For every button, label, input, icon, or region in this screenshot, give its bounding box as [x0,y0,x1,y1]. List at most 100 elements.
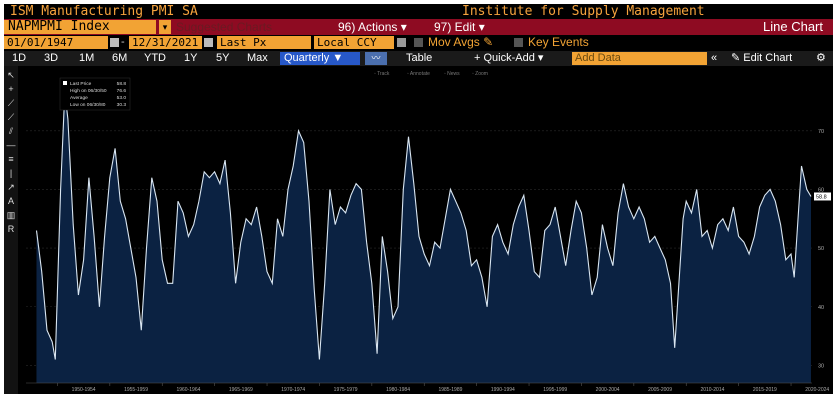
range-max-button[interactable]: Max [247,52,268,64]
mov-avgs-checkbox[interactable] [414,38,423,47]
last-value-label: 58.8 [816,194,827,200]
x-tick-label: 1970-1974 [281,387,305,393]
source-name: Institute for Supply Management [462,4,705,19]
key-events-checkbox[interactable] [514,38,523,47]
y-tick-label: 70 [818,129,824,135]
currency-field[interactable]: Local CCY [314,36,394,49]
y-tick-label: 40 [818,305,824,311]
gear-icon[interactable]: ⚙ [816,52,826,64]
legend-label: Low on 06/30/80 [70,102,106,108]
chevron-down-icon: ▾ [478,20,485,34]
bloomberg-chart-window: ISM Manufacturing PMI SA Institute for S… [4,4,833,394]
fibonacci-icon[interactable]: ≡ [8,154,14,164]
plus-icon[interactable]: + [8,84,14,94]
cursor-icon[interactable]: ↖ [7,70,15,80]
chart-area: ◦ Track ◦ Annotate ◦ News ◦ Zoom 30 40 50 60 70 5… [4,66,833,394]
legend-label: High on 06/30/50 [70,88,107,94]
currency-dropdown-icon[interactable] [397,38,406,47]
price-field[interactable]: Last Px [217,36,311,49]
pencil-icon: ✎ [483,35,494,49]
x-tick-label: 1990-1994 [491,387,515,393]
triangle-down-icon: ▼ [332,52,344,64]
frequency-dropdown[interactable]: Quarterly ▼ [280,52,360,65]
chart-title: ISM Manufacturing PMI SA [10,4,198,19]
quick-add-label: Quick-Add [483,52,535,64]
x-tick-label: 1995-1999 [543,387,567,393]
legend-value: 76.6 [117,88,127,94]
edit-label: 97) Edit [434,20,476,34]
x-tick-label: 2010-2014 [700,387,724,393]
pmi-area-chart: ◦ Track ◦ Annotate ◦ News ◦ Zoom 30 40 50 60 70 5… [26,71,831,393]
x-tick-label: 1985-1989 [438,387,462,393]
mini-tab-3: ◦ Zoom [472,71,488,77]
trend-line-icon[interactable]: ⟋ [7,98,15,108]
series-line [35,92,812,360]
chevron-down-icon: ▾ [537,52,544,64]
mini-tab-0: ◦ Track [374,71,390,77]
horizontal-line-icon[interactable]: — [6,140,16,150]
y-tick-label: 50 [818,246,824,252]
y-tick-label: 30 [818,363,824,369]
ruler-icon[interactable]: ▥ [6,210,16,220]
text-icon[interactable]: A [7,196,14,206]
edit-chart-label: Edit Chart [743,52,793,64]
mov-avgs-text: Mov Avgs [428,35,480,49]
end-date-field[interactable]: 12/31/2021 [129,36,202,49]
collapse-icon[interactable]: « [711,52,718,64]
range-1d-button[interactable]: 1D [12,52,27,64]
legend-swatch [63,81,67,85]
x-tick-label: 1965-1969 [229,387,253,393]
x-tick-label: 1960-1964 [176,387,200,393]
ticker-field[interactable]: NAPMPMI Index [4,20,156,34]
legend-value: 58.8 [117,81,127,87]
range-1m-button[interactable]: 1M [79,52,95,64]
vertical-line-icon[interactable]: | [9,168,13,178]
table-button[interactable]: Table [406,52,433,64]
mini-tab-2: ◦ News [444,71,460,77]
range-6m-button[interactable]: 6M [112,52,128,64]
reset-icon[interactable]: R [7,224,15,234]
mov-avgs-label[interactable]: Mov Avgs ✎ [428,35,493,50]
range-5y-button[interactable]: 5Y [216,52,230,64]
pencil-icon: ✎ [731,52,741,64]
range-3d-button[interactable]: 3D [44,52,59,64]
x-tick-label: 1950-1954 [72,387,96,393]
line-chart-icon[interactable]: 〰 [365,52,387,65]
mini-tab-1: ◦ Annotate [407,71,430,77]
actions-menu[interactable]: 96) Actions ▾ [338,19,407,35]
edit-chart-button[interactable]: ✎ Edit Chart [731,51,792,66]
start-date-field[interactable]: 01/01/1947 [4,36,108,49]
add-data-input[interactable]: Add Data [572,52,707,65]
ticker-dropdown-icon[interactable]: ▾ [159,20,171,34]
command-bar: NAPMPMI Index ▾ Suggested Charts 96) Act… [4,19,833,35]
legend-value: 30.3 [117,102,127,108]
calendar-icon[interactable] [110,38,119,47]
actions-label: 96) Actions [338,20,398,34]
y-tick-label: 60 [818,187,824,193]
x-tick-label: 2015-2019 [753,387,777,393]
range-ytd-button[interactable]: YTD [144,52,166,64]
edit-menu[interactable]: 97) Edit ▾ [434,19,485,35]
channel-icon[interactable]: ⫽ [8,126,13,136]
ray-line-icon[interactable]: ⟋ [7,112,15,122]
legend-box [59,77,131,111]
title-bar: ISM Manufacturing PMI SA Institute for S… [4,4,833,19]
range-1y-button[interactable]: 1Y [184,52,198,64]
x-tick-label: 1980-1984 [386,387,410,393]
last-value-box [814,192,831,201]
chart-type-label[interactable]: Line Chart [763,19,823,34]
date-controls: 01/01/1947 - 12/31/2021 Last Px Local CC… [4,35,833,50]
x-tick-label: 2005-2009 [648,387,672,393]
range-bar: 1D 3D 1M 6M YTD 1Y 5Y Max Quarterly ▼ 〰 … [4,51,833,66]
x-tick-label: 2020-2024 [805,387,829,393]
quick-add-button[interactable]: + Quick-Add ▾ [474,51,543,66]
calendar-icon[interactable] [204,38,213,47]
legend-label: Last Price [70,81,92,87]
legend-value: 53.0 [117,95,127,101]
suggested-charts-button[interactable]: Suggested Charts [176,20,273,34]
x-tick-label: 2000-2004 [596,387,620,393]
series-area [36,92,812,383]
arrow-icon[interactable]: ↗ [7,182,15,192]
key-events-label[interactable]: Key Events [528,35,589,49]
chevron-down-icon: ▾ [400,20,407,34]
